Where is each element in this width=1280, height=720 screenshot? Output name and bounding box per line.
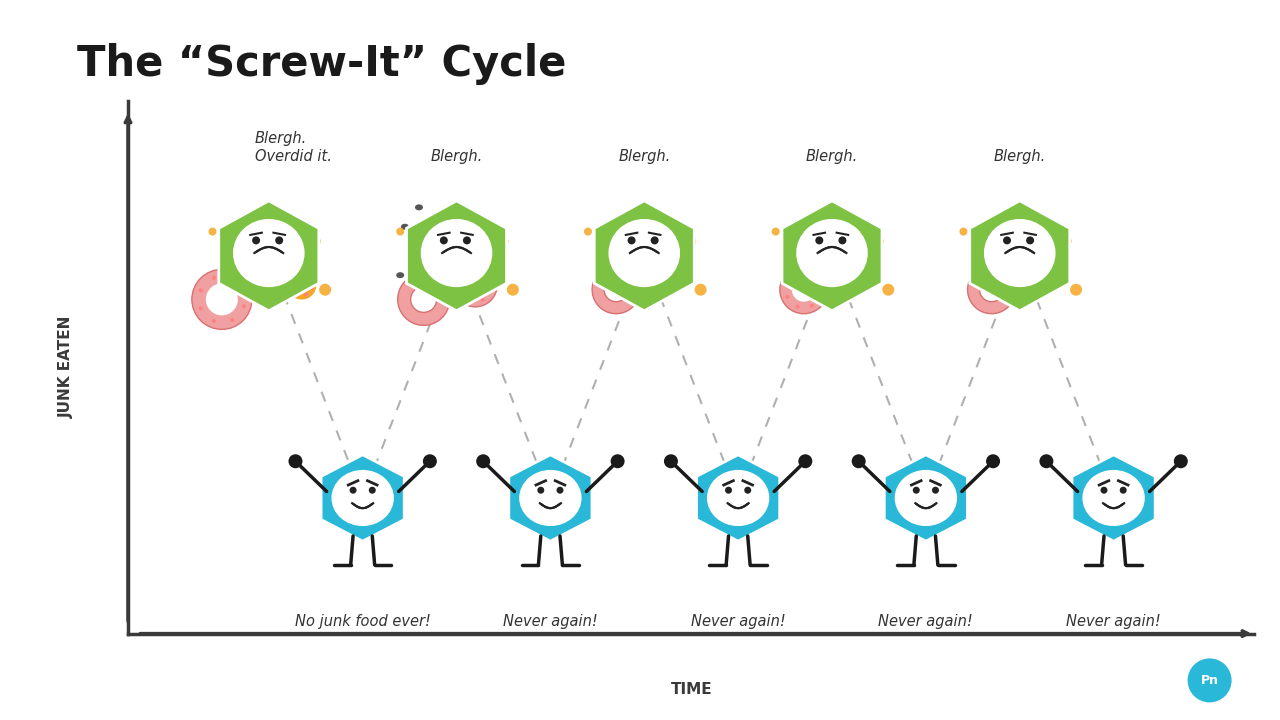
Text: Blergh.: Blergh. [806,149,858,163]
Text: Blergh.: Blergh. [993,149,1046,163]
Text: Blergh.: Blergh. [430,149,483,163]
Text: Never again!: Never again! [1066,614,1161,629]
Text: Blergh.: Blergh. [618,149,671,163]
Text: Pn: Pn [1201,674,1219,687]
Text: No junk food ever!: No junk food ever! [294,614,430,629]
Text: Blergh.
Overdid it.: Blergh. Overdid it. [255,131,332,163]
Text: Never again!: Never again! [503,614,598,629]
Text: The “Screw-It” Cycle: The “Screw-It” Cycle [77,43,566,85]
Text: Never again!: Never again! [878,614,973,629]
Text: JUNK EATEN: JUNK EATEN [59,316,73,418]
Text: Never again!: Never again! [691,614,786,629]
Text: TIME: TIME [671,682,712,696]
